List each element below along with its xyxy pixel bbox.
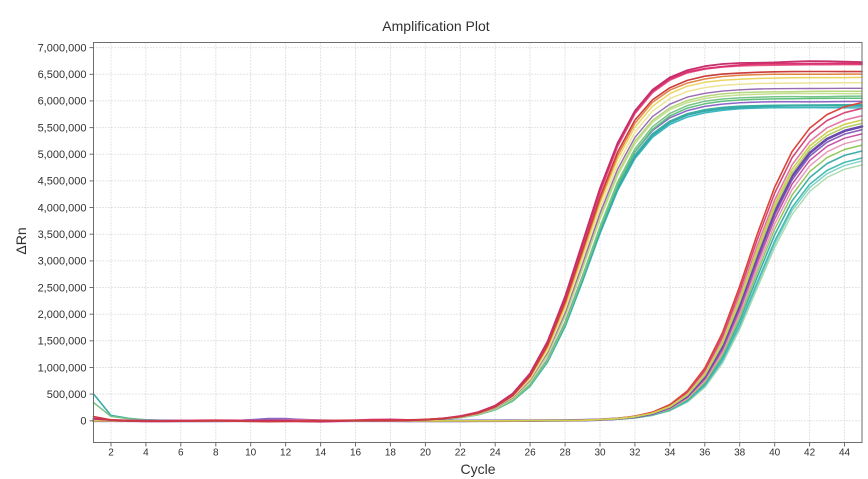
svg-text:6,000,000: 6,000,000 bbox=[38, 96, 87, 108]
svg-text:1,000,000: 1,000,000 bbox=[38, 362, 87, 374]
svg-text:38: 38 bbox=[734, 448, 746, 459]
svg-text:44: 44 bbox=[839, 448, 851, 459]
svg-text:36: 36 bbox=[699, 448, 711, 459]
svg-text:18: 18 bbox=[385, 448, 397, 459]
svg-text:2: 2 bbox=[108, 448, 114, 459]
svg-text:24: 24 bbox=[490, 448, 502, 459]
svg-text:34: 34 bbox=[664, 448, 676, 459]
svg-text:5,000,000: 5,000,000 bbox=[38, 149, 87, 161]
svg-text:30: 30 bbox=[594, 448, 606, 459]
svg-text:4,000,000: 4,000,000 bbox=[38, 202, 87, 214]
svg-text:32: 32 bbox=[629, 448, 641, 459]
svg-text:16: 16 bbox=[350, 448, 362, 459]
svg-text:2,000,000: 2,000,000 bbox=[38, 309, 87, 321]
svg-text:Cycle: Cycle bbox=[460, 461, 495, 477]
svg-text:4: 4 bbox=[143, 448, 149, 459]
svg-text:22: 22 bbox=[455, 448, 467, 459]
svg-text:6: 6 bbox=[178, 448, 184, 459]
svg-text:1,500,000: 1,500,000 bbox=[38, 336, 87, 348]
svg-text:28: 28 bbox=[560, 448, 572, 459]
svg-text:14: 14 bbox=[315, 448, 327, 459]
svg-text:4,500,000: 4,500,000 bbox=[38, 176, 87, 188]
svg-text:20: 20 bbox=[420, 448, 432, 459]
svg-text:12: 12 bbox=[280, 448, 292, 459]
svg-text:42: 42 bbox=[804, 448, 816, 459]
svg-text:2,500,000: 2,500,000 bbox=[38, 282, 87, 294]
svg-text:500,000: 500,000 bbox=[47, 389, 87, 401]
svg-text:40: 40 bbox=[769, 448, 781, 459]
svg-text:10: 10 bbox=[245, 448, 257, 459]
svg-text:5,500,000: 5,500,000 bbox=[38, 122, 87, 134]
svg-text:7,000,000: 7,000,000 bbox=[38, 42, 87, 54]
svg-text:6,500,000: 6,500,000 bbox=[38, 69, 87, 81]
svg-text:26: 26 bbox=[525, 448, 537, 459]
svg-text:0: 0 bbox=[80, 416, 86, 428]
svg-text:ΔRn: ΔRn bbox=[13, 227, 29, 254]
svg-text:8: 8 bbox=[213, 448, 219, 459]
svg-text:Amplification Plot: Amplification Plot bbox=[382, 18, 489, 34]
svg-text:3,500,000: 3,500,000 bbox=[38, 229, 87, 241]
svg-text:3,000,000: 3,000,000 bbox=[38, 256, 87, 268]
